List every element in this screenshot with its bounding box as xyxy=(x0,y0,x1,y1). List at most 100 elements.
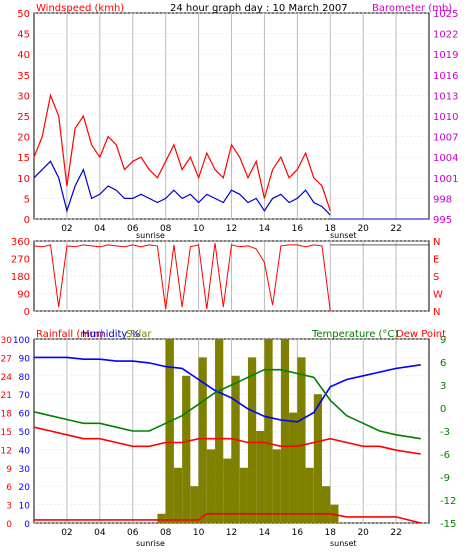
barometer-tick-label: 1010 xyxy=(433,112,458,123)
humidity-tick-label: 60 xyxy=(19,410,31,420)
temperature-tick-label: -9 xyxy=(440,473,450,484)
x-tick-label: 16 xyxy=(292,528,304,538)
x-tick-label: 22 xyxy=(390,528,401,538)
humidity-label: Humidity % xyxy=(82,329,140,340)
humidity-tick-label: 80 xyxy=(19,373,31,383)
solar-bar xyxy=(247,357,257,523)
wind-direction-line xyxy=(33,242,331,312)
solar-bar xyxy=(305,467,314,523)
wind-tick-label: 5 xyxy=(24,194,30,205)
rain-tick-label: 0 xyxy=(6,520,12,530)
wind-tick-label: 45 xyxy=(17,30,30,41)
dew-point-label: Dew Point xyxy=(396,329,446,340)
solar-bar xyxy=(313,394,323,523)
solar-label: Solar xyxy=(126,329,152,340)
solar-bar xyxy=(206,449,216,523)
temperature-tick-label: 9 xyxy=(440,335,446,346)
x-tick-label: 08 xyxy=(160,528,172,538)
temperature-label: Temperature (°C) xyxy=(311,329,398,340)
rain-tick-label: 12 xyxy=(1,446,12,456)
chart-title: 24 hour graph day : 10 March 2007 xyxy=(170,3,348,14)
solar-bar xyxy=(198,357,207,523)
x-tick-label: 10 xyxy=(193,224,205,234)
temperature-tick-label: -12 xyxy=(440,496,456,507)
rainfall-label: Rainfall (mm) xyxy=(36,329,104,340)
direction-tick-label: 360 xyxy=(11,237,30,248)
sunset-bottom-label: sunset xyxy=(330,539,357,548)
barometer-tick-label: 1025 xyxy=(433,9,458,20)
barometer-tick-label: 1013 xyxy=(433,91,458,102)
wind-tick-label: 20 xyxy=(17,133,30,144)
solar-bar xyxy=(239,467,248,523)
x-tick-label: 04 xyxy=(94,528,106,538)
humidity-tick-label: 90 xyxy=(19,354,31,364)
sunrise-bottom-label: sunrise xyxy=(136,539,165,548)
temperature-tick-label: -3 xyxy=(440,427,450,438)
temperature-tick-label: 6 xyxy=(440,358,446,369)
barometer-tick-label: 998 xyxy=(433,194,452,205)
x-tick-label: 18 xyxy=(325,224,337,234)
solar-bar xyxy=(182,375,191,523)
x-tick-label: 12 xyxy=(226,224,237,234)
humidity-line xyxy=(34,356,421,423)
temperature-tick-label: 0 xyxy=(440,404,446,415)
temperature-tick-label: -6 xyxy=(440,450,450,461)
rain-tick-label: 18 xyxy=(1,410,13,420)
humidity-tick-label: 50 xyxy=(19,428,31,438)
wind-gust-line xyxy=(33,93,331,211)
rain-tick-label: 3 xyxy=(6,502,12,512)
humidity-tick-label: 10 xyxy=(19,502,31,512)
compass-tick-label: W xyxy=(433,290,443,301)
wind-tick-label: 35 xyxy=(17,71,30,82)
solar-bar xyxy=(280,339,290,523)
temperature-tick-label: 3 xyxy=(440,381,446,392)
sunrise-top-label: sunrise xyxy=(136,231,165,240)
direction-tick-label: 0 xyxy=(24,307,30,318)
rainfall-mm-line xyxy=(34,513,421,524)
wind-tick-label: 0 xyxy=(24,215,30,226)
direction-tick-label: 180 xyxy=(11,272,30,283)
x-tick-label: 02 xyxy=(61,224,72,234)
wind-average-line xyxy=(33,160,331,216)
humidity-tick-label: 70 xyxy=(19,391,31,401)
barometer-tick-label: 1022 xyxy=(433,30,458,41)
temperature-c-line xyxy=(33,368,421,440)
wind-tick-label: 30 xyxy=(17,91,30,102)
rain-tick-label: 15 xyxy=(1,428,12,438)
barometer-tick-label: 1016 xyxy=(433,71,458,82)
x-tick-label: 20 xyxy=(357,224,369,234)
humidity-tick-label: 0 xyxy=(24,520,30,530)
rain-tick-label: 30 xyxy=(1,336,13,346)
direction-tick-label: 90 xyxy=(17,290,30,301)
wind-tick-label: 15 xyxy=(17,153,30,164)
solar-bar xyxy=(190,486,199,523)
solar-bar xyxy=(165,339,174,523)
rain-tick-label: 9 xyxy=(6,465,12,475)
x-tick-label: 02 xyxy=(61,528,72,538)
solar-bar xyxy=(223,458,232,523)
solar-bar xyxy=(289,412,298,523)
x-tick-label: 06 xyxy=(127,224,139,234)
sunset-top-label: sunset xyxy=(330,231,357,240)
solar-bar xyxy=(215,339,224,523)
x-tick-label: 22 xyxy=(390,224,401,234)
windspeed-label: Windspeed (kmh) xyxy=(36,3,124,14)
x-tick-label: 08 xyxy=(160,224,172,234)
x-tick-label: 04 xyxy=(94,224,106,234)
direction-tick-label: 270 xyxy=(11,255,30,266)
rain-tick-label: 27 xyxy=(1,354,12,364)
wind-tick-label: 25 xyxy=(17,112,30,123)
barometer-tick-label: 1004 xyxy=(433,153,458,164)
rain-tick-label: 21 xyxy=(1,391,12,401)
humidity-tick-label: 100 xyxy=(13,336,30,346)
x-tick-label: 16 xyxy=(292,224,304,234)
solar-bar xyxy=(231,375,240,523)
x-tick-label: 14 xyxy=(259,224,271,234)
wind-tick-label: 40 xyxy=(17,50,30,61)
barometer-tick-label: 1007 xyxy=(433,133,458,144)
solar-bar xyxy=(173,467,183,523)
x-tick-label: 20 xyxy=(357,528,369,538)
